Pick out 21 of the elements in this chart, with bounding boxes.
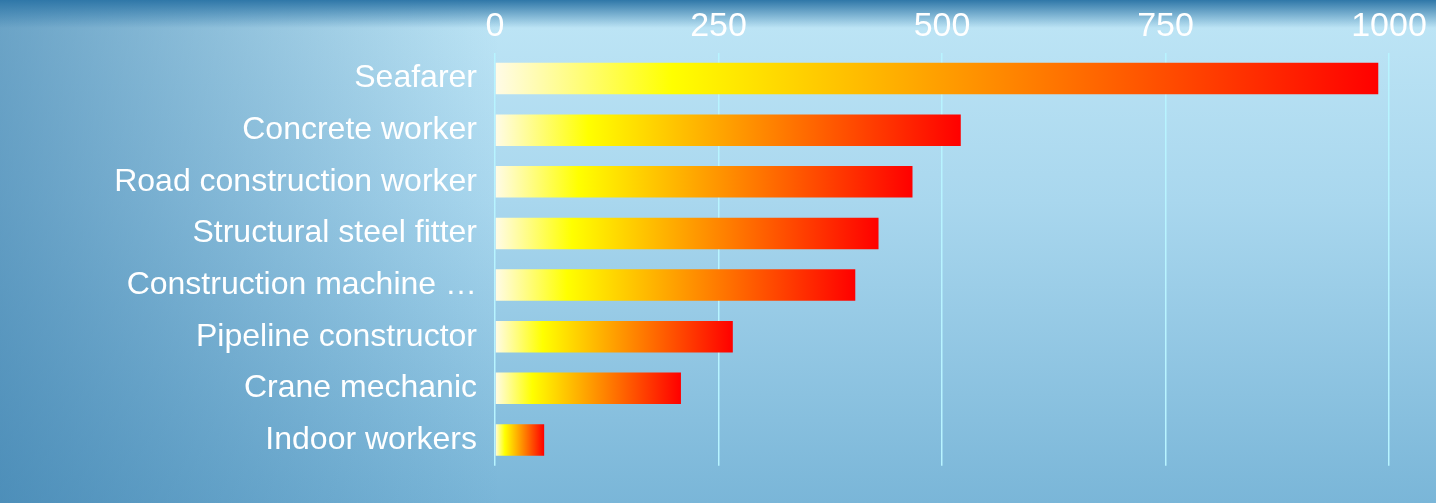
bar: [495, 114, 961, 146]
bar: [495, 62, 1379, 95]
y-tick-label: Construction machine …: [126, 264, 477, 301]
x-tick-label: 0: [485, 4, 505, 43]
bar: [495, 424, 545, 456]
y-tick-label: Concrete worker: [242, 110, 478, 147]
y-tick-label: Structural steel fitter: [192, 213, 478, 250]
x-tick-label: 250: [690, 4, 747, 43]
y-tick-label: Pipeline constructor: [195, 316, 478, 353]
x-tick-label: 750: [1137, 4, 1194, 43]
bar: [495, 320, 733, 353]
y-tick-label: Indoor workers: [265, 419, 477, 456]
bar: [495, 269, 856, 301]
bar: [495, 166, 913, 198]
bar: [495, 372, 681, 405]
x-tick-label: 1000: [1351, 4, 1427, 43]
y-tick-label: Crane mechanic: [244, 368, 477, 405]
bar: [495, 217, 879, 250]
y-tick-label: Seafarer: [354, 58, 478, 95]
y-tick-label: Road construction worker: [114, 161, 478, 198]
x-tick-label: 500: [913, 4, 971, 43]
